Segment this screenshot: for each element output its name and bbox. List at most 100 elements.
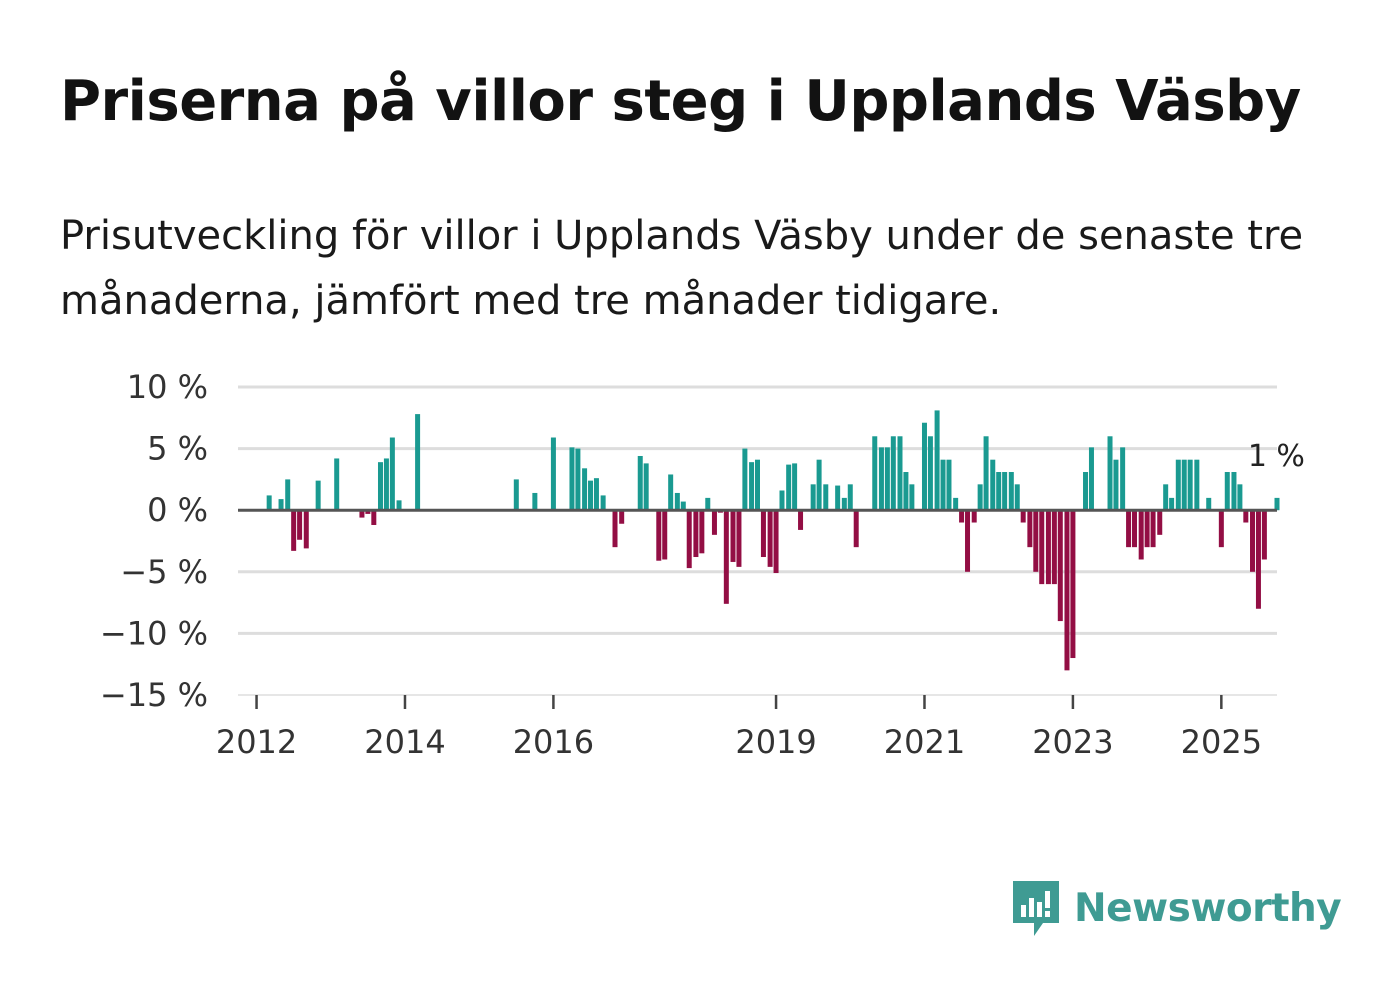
bar: [909, 484, 915, 511]
bar: [1070, 510, 1076, 659]
bar: [1064, 510, 1070, 671]
bar: [550, 437, 556, 511]
chart-subtitle: Prisutveckling för villor i Upplands Väs…: [60, 213, 1304, 324]
y-tick-label: −5 %: [120, 553, 208, 591]
bar: [513, 479, 519, 511]
bar: [588, 480, 594, 511]
y-tick-label: 0 %: [147, 491, 208, 529]
bar: [953, 497, 959, 511]
bar: [1274, 497, 1280, 511]
bar: [593, 478, 599, 511]
bar: [1187, 459, 1193, 511]
bar: [736, 510, 742, 567]
bar: [1126, 510, 1132, 548]
bar: [705, 497, 711, 511]
chart-title: Priserna på villor steg i Upplands Väsby: [60, 69, 1301, 134]
bar: [303, 510, 309, 549]
bar: [1163, 484, 1169, 511]
bar: [823, 484, 829, 511]
y-tick-label: −10 %: [100, 614, 208, 652]
y-tick-label: −15 %: [100, 676, 208, 714]
bar: [1120, 447, 1126, 511]
y-tick-label: 10 %: [127, 368, 208, 406]
bar: [1107, 436, 1113, 511]
bar: [569, 447, 575, 511]
bar: [773, 510, 779, 574]
bar: [377, 462, 383, 511]
bar: [1237, 484, 1243, 511]
newsworthy-logo-icon: [1013, 881, 1059, 936]
x-tick-label: 2016: [513, 723, 594, 761]
brand-name: Newsworthy: [1074, 885, 1342, 931]
y-tick-label: 5 %: [147, 430, 208, 468]
bar: [1261, 510, 1267, 560]
bar: [767, 510, 773, 567]
grid-lines: [238, 385, 1277, 696]
x-tick-label: 2025: [1181, 723, 1262, 761]
bar: [693, 510, 699, 558]
bar: [983, 436, 989, 511]
bar: [291, 510, 297, 551]
bar: [798, 510, 804, 530]
bar: [668, 474, 674, 511]
bar: [619, 510, 625, 524]
bar: [674, 492, 680, 511]
bar: [1014, 484, 1020, 511]
bar: [723, 510, 729, 604]
bar: [977, 484, 983, 511]
bar: [1057, 510, 1063, 622]
bar: [1175, 459, 1181, 511]
bar: [1224, 472, 1230, 511]
bar: [841, 497, 847, 511]
bar: [371, 510, 377, 525]
newsworthy-logo: Newsworthy: [1010, 878, 1342, 938]
bar: [1039, 510, 1045, 585]
bar: [1144, 510, 1150, 548]
bar: [582, 468, 588, 511]
bar: [749, 462, 755, 511]
bar: [1181, 459, 1187, 511]
bar: [792, 463, 798, 511]
bar: [940, 459, 946, 511]
bar: [959, 510, 965, 523]
bar: [297, 510, 303, 540]
bar: [643, 463, 649, 511]
bar: [359, 510, 365, 518]
bar: [1231, 472, 1237, 511]
bar: [1138, 510, 1144, 560]
bar: [872, 436, 878, 511]
bar: [779, 490, 785, 511]
bar: [890, 436, 896, 511]
bar: [1206, 497, 1212, 511]
bar: [835, 485, 841, 511]
bar: [1250, 510, 1256, 572]
x-tick-label: 2021: [884, 723, 965, 761]
bar: [1194, 459, 1200, 511]
last-value-label: 1 %: [1248, 439, 1305, 474]
bar: [810, 484, 816, 511]
bar: [921, 422, 927, 511]
bar: [389, 437, 395, 511]
bar: [1132, 510, 1138, 548]
bar: [532, 492, 538, 511]
bar: [396, 500, 402, 511]
bar: [903, 472, 909, 511]
bar: [278, 499, 284, 511]
bar: [575, 448, 581, 511]
bar: [1027, 510, 1033, 548]
bar: [1169, 497, 1175, 511]
bar: [1255, 510, 1261, 609]
bar: [662, 510, 668, 560]
bar: [612, 510, 618, 548]
bar: [1008, 472, 1014, 511]
bar: [334, 458, 340, 511]
bar: [637, 455, 643, 511]
bar: [742, 448, 748, 511]
bar: [686, 510, 692, 569]
bar: [786, 464, 792, 511]
bar: [971, 510, 977, 523]
bar: [1002, 472, 1008, 511]
bar: [1033, 510, 1039, 572]
bar: [878, 447, 884, 511]
bar: [946, 459, 952, 511]
